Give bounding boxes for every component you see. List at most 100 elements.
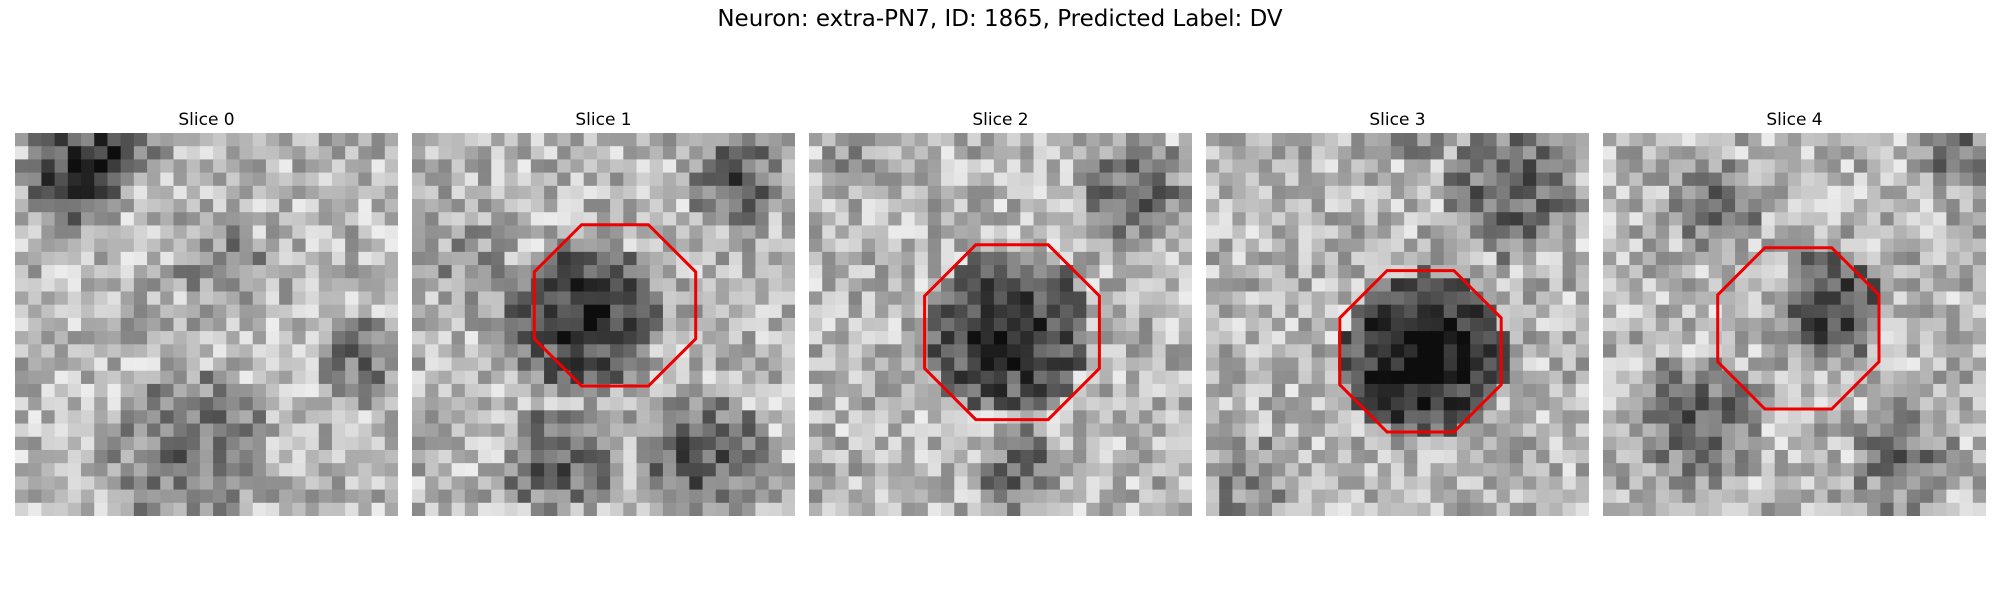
pixel [332, 291, 346, 305]
pixel [319, 424, 333, 438]
pixel [584, 199, 598, 213]
pixel [849, 503, 863, 516]
pixel [915, 344, 929, 358]
pixel [994, 186, 1008, 200]
pixel [1603, 133, 1617, 147]
pixel [173, 503, 187, 516]
pixel [1100, 133, 1114, 147]
pixel [1748, 212, 1762, 226]
pixel [650, 199, 664, 213]
pixel [689, 159, 703, 173]
pixel [306, 463, 320, 477]
pixel [689, 344, 703, 358]
pixel [465, 186, 479, 200]
pixel [94, 173, 108, 187]
pixel [1920, 476, 1934, 490]
pixel [1497, 344, 1511, 358]
pixel [253, 278, 267, 292]
pixel [1086, 410, 1100, 424]
pixel [1417, 212, 1431, 226]
pixel [1933, 265, 1947, 279]
pixel [663, 397, 677, 411]
pixel [1735, 318, 1749, 332]
pixel [835, 490, 849, 504]
pixel [782, 252, 795, 266]
pixel [94, 490, 108, 504]
pixel [1788, 173, 1802, 187]
pixel [1351, 225, 1365, 239]
pixel [901, 252, 915, 266]
pixel [1483, 212, 1497, 226]
pixel [147, 252, 161, 266]
pixel [822, 159, 836, 173]
pixel [1391, 146, 1405, 160]
pixel [1100, 239, 1114, 253]
pixel [1272, 503, 1286, 516]
pixel [1880, 199, 1894, 213]
pixel [15, 186, 29, 200]
pixel [1457, 239, 1471, 253]
pixel [1563, 265, 1577, 279]
pixel [650, 305, 664, 319]
pixel [345, 490, 359, 504]
pixel [425, 199, 439, 213]
pixel [41, 173, 55, 187]
pixel [755, 186, 769, 200]
pixel [438, 133, 452, 147]
pixel [1616, 384, 1630, 398]
pixel [1232, 305, 1246, 319]
pixel [941, 344, 955, 358]
pixel [584, 252, 598, 266]
pixel [755, 252, 769, 266]
pixel [1179, 331, 1192, 345]
pixel [1219, 265, 1233, 279]
pixel [491, 437, 505, 451]
pixel [1020, 133, 1034, 147]
pixel [1841, 450, 1855, 464]
pixel [41, 239, 55, 253]
pixel [742, 278, 756, 292]
pixel [187, 252, 201, 266]
pixel [1060, 173, 1074, 187]
pixel [610, 450, 624, 464]
pixel [835, 410, 849, 424]
pixel [266, 331, 280, 345]
pixel [1880, 476, 1894, 490]
pixel [928, 252, 942, 266]
pixel [1841, 490, 1855, 504]
pixel [676, 331, 690, 345]
pixel [623, 173, 637, 187]
pixel [1457, 318, 1471, 332]
pixel [1536, 463, 1550, 477]
pixel [862, 265, 876, 279]
pixel [584, 305, 598, 319]
pixel [1312, 133, 1326, 147]
pixel [1404, 239, 1418, 253]
pixel [1298, 371, 1312, 385]
pixel [1775, 424, 1789, 438]
pixel [1748, 424, 1762, 438]
pixel [1417, 371, 1431, 385]
pixel [769, 344, 783, 358]
pixel [1549, 318, 1563, 332]
pixel [849, 410, 863, 424]
pixel [425, 503, 439, 516]
pixel [147, 159, 161, 173]
pixel [1523, 331, 1537, 345]
pixel [1444, 212, 1458, 226]
pixel [1126, 424, 1140, 438]
pixel [1801, 239, 1815, 253]
pixel [1907, 410, 1921, 424]
pixel [901, 159, 915, 173]
pixel [663, 146, 677, 160]
pixel [755, 344, 769, 358]
pixel [928, 331, 942, 345]
pixel [623, 159, 637, 173]
pixel [1166, 371, 1180, 385]
pixel [915, 265, 929, 279]
pixel [504, 133, 518, 147]
pixel [200, 424, 214, 438]
pixel [967, 186, 981, 200]
pixel [755, 159, 769, 173]
pixel [637, 278, 651, 292]
